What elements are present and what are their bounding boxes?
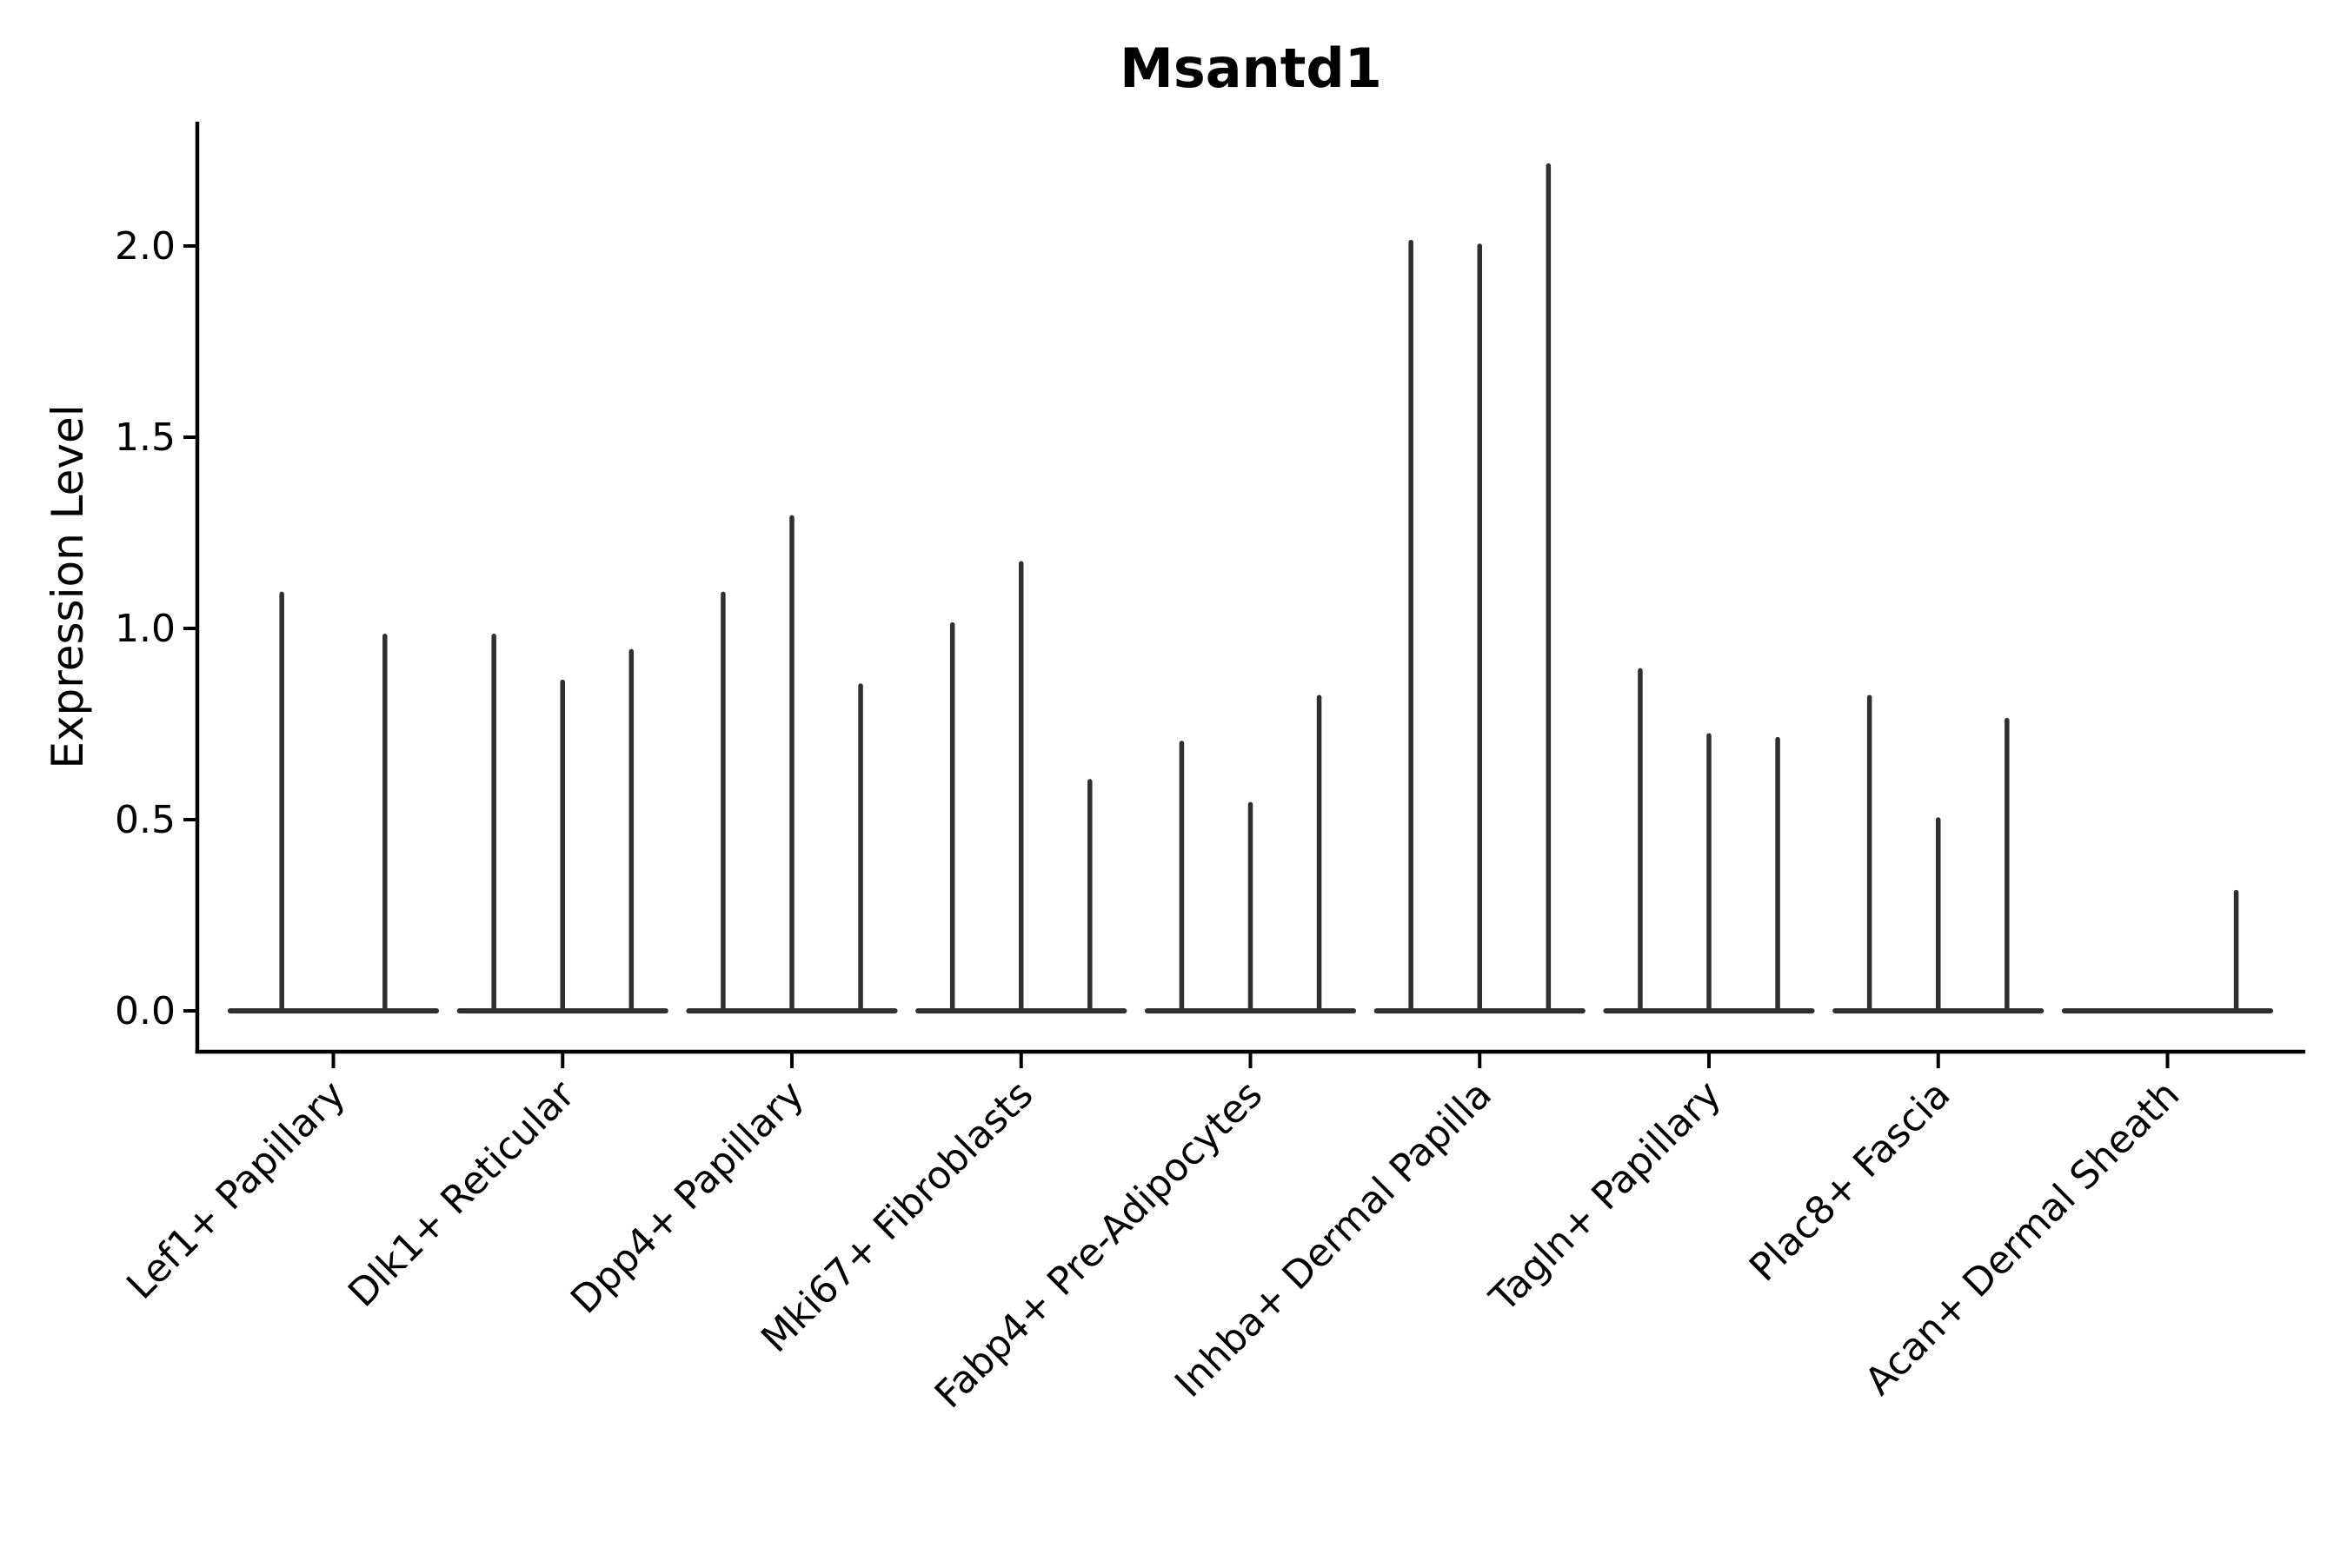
x-tick-label: Tagln+ Papillary bbox=[1481, 1073, 1730, 1321]
y-axis-label: Expression Level bbox=[43, 404, 93, 768]
x-tick-label: Plac8+ Fascia bbox=[1741, 1073, 1959, 1291]
x-tick-label: Lef1+ Papillary bbox=[118, 1073, 354, 1308]
y-tick-label: 2.0 bbox=[115, 224, 176, 269]
violin-group bbox=[915, 561, 1127, 1013]
y-axis-ticks: 0.0 0.5 1.0 1.5 2.0 bbox=[115, 224, 196, 1033]
y-tick-label: 1.0 bbox=[115, 607, 176, 651]
y-tick-label: 0.0 bbox=[115, 989, 176, 1033]
y-tick-label: 0.5 bbox=[115, 798, 176, 842]
violin-group bbox=[227, 591, 440, 1013]
violin-series bbox=[227, 163, 2274, 1013]
violin-group bbox=[1832, 694, 2044, 1013]
violin-group bbox=[1144, 694, 1357, 1013]
x-tick-label: Dpp4+ Papillary bbox=[562, 1073, 813, 1323]
chart-title: Msantd1 bbox=[1120, 37, 1382, 100]
violin-group bbox=[2061, 889, 2274, 1013]
violin-group bbox=[456, 634, 668, 1013]
violin-group bbox=[686, 515, 898, 1013]
x-tick-label: Dlk1+ Reticular bbox=[340, 1072, 584, 1316]
y-tick-label: 1.5 bbox=[115, 415, 176, 460]
violin-group bbox=[1603, 668, 1815, 1013]
violin-group bbox=[1373, 163, 1586, 1013]
